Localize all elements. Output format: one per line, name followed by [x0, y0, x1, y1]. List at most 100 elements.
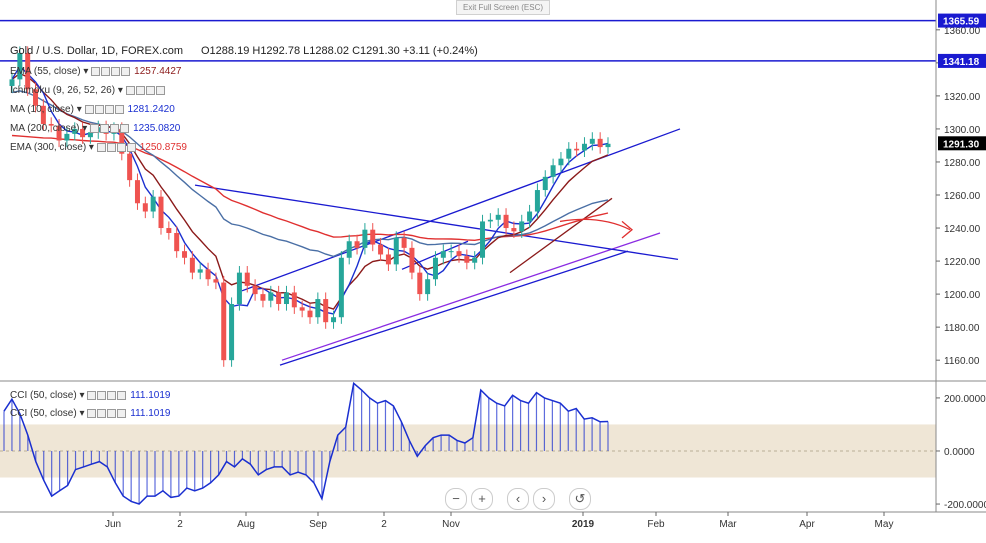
- y-tick-label: 1260.00: [944, 191, 981, 202]
- minus-icon[interactable]: −: [445, 488, 467, 510]
- indicator-name: EMA (300, close) ▾: [10, 142, 97, 153]
- indicator-value: 1281.2420: [127, 104, 175, 115]
- indicator-legend-row[interactable]: CCI (50, close) ▾ 111.1019: [10, 390, 171, 401]
- more-icon[interactable]: [117, 408, 127, 418]
- chevron-right-icon[interactable]: ›: [533, 488, 555, 510]
- candle-body: [87, 132, 93, 138]
- indicator-value: 111.1019: [130, 390, 171, 401]
- candle-body: [393, 237, 399, 265]
- candle-body: [597, 138, 603, 148]
- indicator-name: Ichimoku (9, 26, 52, 26) ▾: [10, 85, 126, 96]
- eye-icon[interactable]: [90, 123, 100, 133]
- candle-body: [581, 143, 587, 151]
- candle-body: [448, 251, 454, 253]
- candle-body: [370, 229, 376, 245]
- falling-trendline: [194, 184, 679, 261]
- candle-body: [150, 196, 156, 212]
- candle-body: [354, 241, 360, 248]
- candle-body: [9, 79, 15, 86]
- candle-body: [409, 247, 415, 273]
- more-icon[interactable]: [117, 390, 127, 400]
- reset-icon[interactable]: ↺: [569, 488, 591, 510]
- ma-200-line: [11, 90, 609, 258]
- eye-icon[interactable]: [125, 85, 135, 95]
- eye-icon[interactable]: [91, 66, 101, 76]
- short-trend-maroon: [509, 197, 613, 274]
- indicator-name: MA (200, close) ▾: [10, 123, 91, 134]
- close-icon[interactable]: [110, 123, 120, 133]
- indicator-legend-row[interactable]: EMA (55, close) ▾ 1257.4427: [10, 66, 181, 77]
- rising-channel-bottom: [279, 250, 629, 366]
- settings-icon[interactable]: [101, 66, 111, 76]
- eye-icon[interactable]: [84, 104, 94, 114]
- candle-body: [182, 251, 188, 258]
- candle-body: [213, 279, 219, 283]
- candle-body: [166, 228, 172, 233]
- candle-body: [503, 214, 509, 229]
- last-price-badge: [938, 136, 986, 151]
- close-icon[interactable]: [107, 390, 117, 400]
- eye-icon[interactable]: [87, 408, 97, 418]
- more-icon[interactable]: [120, 123, 130, 133]
- candle-body: [276, 292, 282, 305]
- candle-body: [244, 272, 250, 286]
- candle-body: [464, 256, 470, 263]
- close-icon[interactable]: [107, 408, 117, 418]
- candle-body: [401, 237, 407, 248]
- resistance-line-2-badge: [938, 53, 986, 68]
- plus-icon[interactable]: +: [471, 488, 493, 510]
- candle-body: [119, 128, 125, 154]
- indicator-legend-row[interactable]: Ichimoku (9, 26, 52, 26) ▾: [10, 85, 169, 96]
- indicator-legend-row[interactable]: CCI (50, close) ▾ 111.1019: [10, 408, 171, 419]
- more-icon[interactable]: [121, 66, 131, 76]
- chevron-left-icon[interactable]: ‹: [507, 488, 529, 510]
- candle-body: [307, 310, 313, 318]
- candle-body: [80, 128, 86, 138]
- candle-body: [527, 211, 533, 222]
- indicator-value: 111.1019: [130, 408, 171, 419]
- candle-body: [236, 272, 242, 305]
- y-tick-label: 1220.00: [944, 257, 981, 268]
- exit-fullscreen-button[interactable]: Exit Full Screen (ESC): [456, 0, 550, 15]
- candle-body: [134, 180, 140, 204]
- close-icon[interactable]: [116, 142, 126, 152]
- y-tick-label: 1200.00: [944, 290, 981, 301]
- close-icon[interactable]: [145, 85, 155, 95]
- candle-body: [362, 229, 368, 248]
- candle-body: [480, 221, 486, 258]
- more-icon[interactable]: [155, 85, 165, 95]
- y-tick-label: 1360.00: [944, 26, 981, 37]
- indicator-legend-row[interactable]: MA (10, close) ▾ 1281.2420: [10, 104, 175, 115]
- eye-icon[interactable]: [96, 142, 106, 152]
- y-tick-label: 1280.00: [944, 158, 981, 169]
- indicator-legend-row[interactable]: MA (200, close) ▾ 1235.0820: [10, 123, 180, 134]
- settings-icon[interactable]: [106, 142, 116, 152]
- close-icon[interactable]: [104, 104, 114, 114]
- indicator-name: CCI (50, close) ▾: [10, 408, 88, 419]
- indicator-value: 1235.0820: [133, 123, 181, 134]
- candle-body: [64, 133, 70, 141]
- x-tick-label: Apr: [799, 519, 815, 530]
- x-tick-label: 2: [381, 519, 387, 530]
- indicator-legend-row[interactable]: EMA (300, close) ▾ 1250.8759: [10, 142, 187, 153]
- settings-icon[interactable]: [94, 104, 104, 114]
- settings-icon[interactable]: [100, 123, 110, 133]
- cci-tick-label: 200.0000: [944, 394, 986, 405]
- symbol-name[interactable]: Gold / U.S. Dollar, 1D, FOREX.com: [10, 45, 183, 57]
- eye-icon[interactable]: [87, 390, 97, 400]
- candle-body: [487, 219, 493, 222]
- x-tick-label: Sep: [309, 519, 327, 530]
- indicator-name: CCI (50, close) ▾: [10, 390, 88, 401]
- candle-body: [440, 251, 446, 258]
- candle-body: [197, 269, 203, 273]
- settings-icon[interactable]: [97, 390, 107, 400]
- more-icon[interactable]: [126, 142, 136, 152]
- x-tick-label: May: [875, 519, 894, 530]
- x-tick-label: Aug: [237, 519, 255, 530]
- more-icon[interactable]: [114, 104, 124, 114]
- close-icon[interactable]: [111, 66, 121, 76]
- settings-icon[interactable]: [97, 408, 107, 418]
- y-tick-label: 1240.00: [944, 224, 981, 235]
- settings-icon[interactable]: [135, 85, 145, 95]
